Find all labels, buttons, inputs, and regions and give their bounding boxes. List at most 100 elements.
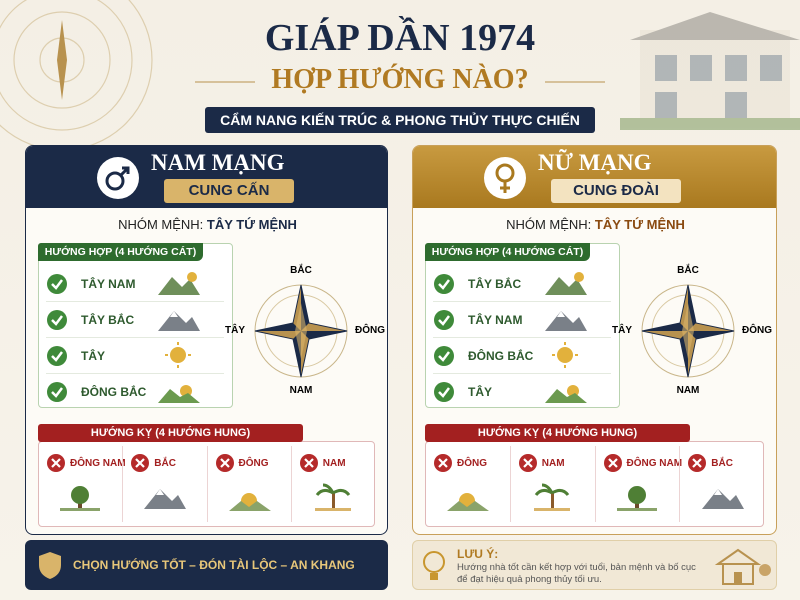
group-label: NHÓM MỆNH: — [506, 217, 592, 232]
col-divider — [206, 446, 208, 522]
slogan: CHỌN HƯỚNG TỐT – ĐÓN TÀI LỘC – AN KHANG … — [73, 558, 355, 572]
bad-direction: NAM — [541, 458, 565, 469]
compass — [254, 284, 348, 378]
check-icon — [434, 382, 454, 402]
panel: NỮ MẠNG CUNG ĐOÀI NHÓM MỆNH: TÂY TỨ MỆNH HƯ… — [412, 145, 777, 535]
row-divider — [433, 337, 611, 338]
col-divider — [679, 446, 681, 522]
good-direction: TÂY BẮC — [81, 313, 135, 327]
row-divider — [46, 301, 224, 302]
note-text: Hướng nhà tốt cần kết hợp với tuổi, bản … — [457, 562, 696, 585]
note-box: LƯU Ý: Hướng nhà tốt cần kết hợp với tuổ… — [412, 540, 777, 590]
group-line: NHÓM MỆNH: TÂY TỨ MỆNH — [413, 217, 776, 232]
row-divider — [433, 373, 611, 374]
cung-pill: CUNG CẤN — [164, 179, 294, 203]
landscape-icon — [60, 486, 101, 511]
group-value: TÂY TỨ MỆNH — [206, 217, 297, 232]
good-direction: ĐÔNG BẮC — [81, 385, 147, 399]
row-divider — [433, 301, 611, 302]
landscape-icon — [701, 489, 744, 509]
group-label: NHÓM MỆNH: — [118, 217, 204, 232]
slogan-box: CHỌN HƯỚNG TỐT – ĐÓN TÀI LỘC – AN KHANG … — [25, 540, 388, 590]
bad-direction: NAM — [322, 458, 346, 469]
bad-direction: ĐÔNG — [457, 458, 487, 469]
bad-title: HƯỚNG KỴ (4 HƯỚNG HUNG) — [425, 424, 690, 442]
landscape-icon — [314, 483, 351, 511]
landscape-icon — [616, 486, 657, 511]
check-icon — [434, 346, 454, 366]
check-icon — [434, 310, 454, 330]
landscape-icon — [447, 493, 490, 511]
landscape-icon — [545, 385, 587, 403]
x-icon — [131, 454, 150, 472]
landscape-icon — [545, 272, 587, 295]
landscape-icon — [228, 493, 271, 511]
good-title: HƯỚNG HỢP (4 HƯỚNG CÁT) — [425, 243, 590, 261]
good-box — [38, 243, 233, 408]
title: GIÁP DẦN 1974 — [264, 17, 536, 59]
landscape-icon — [165, 342, 191, 368]
good-title: HƯỚNG HỢP (4 HƯỚNG CÁT) — [38, 243, 203, 261]
header-decor — [0, 0, 800, 145]
bad-direction: BẮC — [711, 458, 733, 469]
subtitle: HỢP HƯỚNG NÀO? — [271, 64, 529, 95]
note-title: LƯU Ý: — [457, 547, 499, 561]
group-line: NHÓM MỆNH: TÂY TỨ MỆNH — [26, 217, 387, 232]
good-direction: TÂY — [468, 385, 492, 399]
bulb-icon — [423, 551, 445, 580]
landscape-icon — [552, 342, 578, 368]
x-icon — [603, 454, 622, 472]
bad-direction: ĐÔNG NAM — [626, 458, 683, 469]
compass-east: ĐÔNG — [742, 325, 772, 336]
compass-north: BẮC — [677, 265, 699, 276]
landscape-icon — [545, 311, 587, 331]
compass — [641, 284, 735, 378]
check-icon — [47, 382, 67, 402]
good-direction: TÂY NAM — [81, 277, 136, 291]
tagline: CẨM NANG KIẾN TRÚC & PHONG THỦY THỰC CHI… — [205, 107, 595, 133]
check-icon — [434, 274, 454, 294]
bad-direction: ĐÔNG — [238, 458, 269, 469]
panel-title: NỮ MẠNG — [538, 150, 652, 175]
bad-direction: ĐÔNG NAM — [70, 458, 126, 469]
shield-icon — [39, 552, 61, 579]
x-icon — [299, 454, 318, 472]
landscape-icon — [158, 311, 200, 331]
house-icon — [714, 548, 771, 585]
panel-title: NAM MẠNG — [151, 150, 285, 175]
compass-west: TÂY — [612, 325, 632, 336]
check-icon — [47, 310, 67, 330]
group-value: TÂY TỨ MỆNH — [594, 217, 685, 232]
compass-south: NAM — [676, 385, 700, 396]
row-divider — [46, 337, 224, 338]
col-divider — [290, 446, 292, 522]
good-direction: TÂY NAM — [468, 313, 523, 327]
gender-symbol — [484, 157, 526, 199]
panel: NAM MẠNG CUNG CẤN NHÓM MỆNH: TÂY TỨ MỆNH HƯ… — [25, 145, 388, 535]
landscape-icon — [144, 489, 187, 509]
bad-direction: BẮC — [154, 458, 176, 469]
cung-pill: CUNG ĐOÀI — [551, 179, 681, 203]
col-divider — [122, 446, 124, 522]
compass-west: TÂY — [225, 325, 245, 336]
x-icon — [47, 454, 65, 472]
row-divider — [46, 373, 224, 374]
good-direction: TÂY BẮC — [468, 277, 522, 291]
compass-north: BẮC — [290, 265, 312, 276]
check-icon — [47, 346, 67, 366]
good-direction: ĐÔNG BẮC — [468, 349, 534, 363]
landscape-icon — [534, 483, 571, 511]
check-icon — [47, 274, 67, 294]
col-divider — [509, 446, 511, 522]
x-icon — [434, 454, 452, 472]
compass-east: ĐÔNG — [355, 325, 385, 336]
x-icon — [518, 454, 537, 472]
bad-title: HƯỚNG KỴ (4 HƯỚNG HUNG) — [38, 424, 303, 442]
good-direction: TÂY — [81, 349, 105, 363]
good-box — [425, 243, 620, 408]
gender-symbol — [97, 157, 139, 199]
x-icon — [215, 454, 234, 472]
x-icon — [688, 454, 707, 472]
compass-south: NAM — [289, 385, 313, 396]
